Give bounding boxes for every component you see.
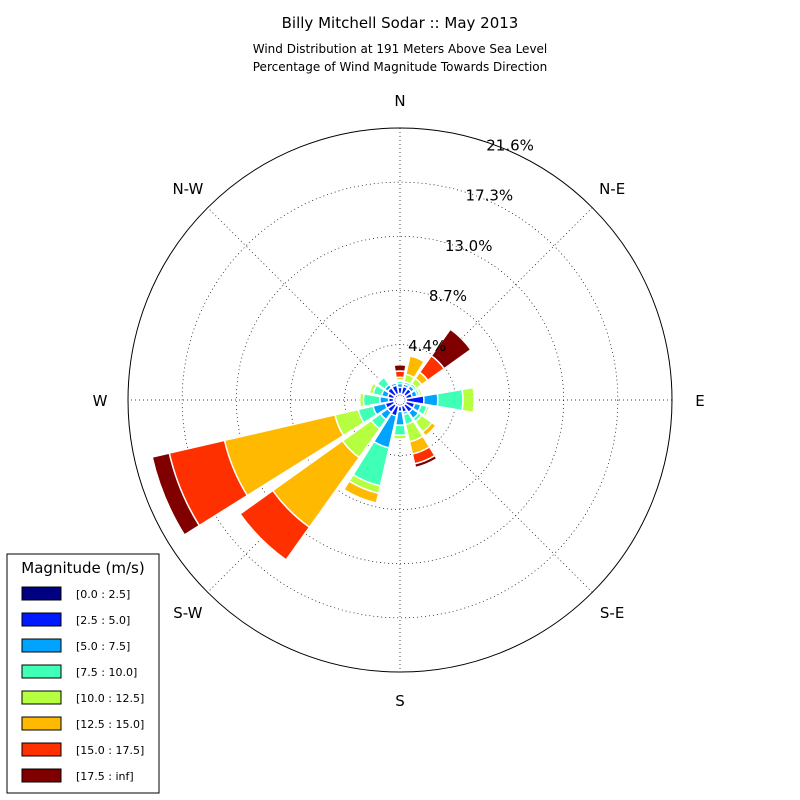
legend-swatch-2 bbox=[21, 638, 62, 653]
legend-label-2: [5.0 : 7.5] bbox=[76, 640, 130, 653]
wind-bar-dir-12-bin-3 bbox=[363, 393, 381, 407]
chart-subtitle-line-1: Wind Distribution at 191 Meters Above Se… bbox=[253, 42, 548, 56]
wind-bar-dir-0-bin-6 bbox=[394, 370, 406, 379]
legend-label-6: [15.0 : 17.5] bbox=[76, 744, 144, 757]
legend: Magnitude (m/s) [0.0 : 2.5] [2.5 : 5.0] [5… bbox=[6, 553, 160, 794]
wind-bar-dir-4-bin-4 bbox=[461, 387, 475, 413]
wind-bars bbox=[151, 328, 476, 561]
wind-bar-dir-10-bin-6 bbox=[239, 489, 311, 561]
direction-label-n-w: N-W bbox=[172, 180, 203, 198]
wind-bar-dir-0-bin-2 bbox=[396, 383, 404, 389]
wind-bar-dir-8-bin-3 bbox=[393, 424, 407, 436]
wind-bar-dir-4-bin-3 bbox=[436, 388, 464, 412]
legend-label-7: [17.5 : inf] bbox=[76, 770, 134, 783]
wind-bar-dir-4-bin-5 bbox=[472, 386, 476, 414]
direction-label-s-e: S-E bbox=[600, 604, 624, 622]
legend-items: [0.0 : 2.5] [2.5 : 5.0] [5.0 : 7.5] [7.5 : … bbox=[21, 586, 144, 783]
direction-label-s: S bbox=[395, 692, 405, 710]
direction-label-w: W bbox=[93, 392, 108, 410]
radial-tick-label-2: 8.7% bbox=[429, 287, 467, 305]
wind-bar-dir-0-bin-7 bbox=[393, 364, 407, 372]
legend-label-3: [7.5 : 10.0] bbox=[76, 666, 137, 679]
wind-bar-dir-5-bin-4 bbox=[422, 405, 430, 417]
legend-title: Magnitude (m/s) bbox=[21, 559, 144, 577]
wind-bar-dir-4-bin-2 bbox=[423, 393, 439, 407]
wind-bar-dir-3-bin-5 bbox=[418, 386, 424, 396]
wind-bar-dir-11-bin-7 bbox=[151, 452, 200, 536]
wind-bar-dir-12-bin-4 bbox=[359, 392, 365, 408]
radial-tick-label-3: 13.0% bbox=[445, 237, 493, 255]
wind-bar-dir-15-bin-2 bbox=[389, 382, 398, 388]
radial-tick-label-5: 21.6% bbox=[486, 137, 534, 155]
wind-bar-dir-14-bin-4 bbox=[375, 375, 385, 385]
legend-swatch-6 bbox=[21, 742, 62, 757]
legend-label-1: [2.5 : 5.0] bbox=[76, 614, 130, 627]
legend-swatch-0 bbox=[21, 586, 62, 601]
legend-swatch-1 bbox=[21, 612, 62, 627]
direction-label-e: E bbox=[695, 392, 704, 410]
chart-subtitle-line-2: Percentage of Wind Magnitude Towards Dir… bbox=[253, 60, 547, 74]
radial-tick-label-1: 4.4% bbox=[408, 337, 446, 355]
direction-label-s-w: S-W bbox=[173, 604, 202, 622]
legend-swatch-7 bbox=[21, 768, 62, 783]
chart-title: Billy Mitchell Sodar :: May 2013 bbox=[282, 14, 519, 32]
wind-bar-dir-13-bin-5 bbox=[367, 381, 374, 394]
legend-label-0: [0.0 : 2.5] bbox=[76, 588, 130, 601]
wind-bar-dir-7-bin-7 bbox=[414, 454, 438, 469]
legend-swatch-4 bbox=[21, 690, 62, 705]
outer-frame-circle bbox=[127, 127, 673, 673]
direction-label-n: N bbox=[394, 92, 405, 110]
wind-bar-dir-9-bin-5 bbox=[343, 480, 380, 504]
legend-swatch-5 bbox=[21, 716, 62, 731]
direction-labels: N N-E E S-E S S-W W N-W bbox=[93, 92, 705, 710]
legend-label-4: [10.0 : 12.5] bbox=[76, 692, 144, 705]
grid-ring-4 bbox=[181, 181, 619, 619]
legend-label-5: [12.5 : 15.0] bbox=[76, 718, 144, 731]
wind-bar-dir-6-bin-5 bbox=[421, 421, 437, 437]
radial-tick-labels: 4.4% 8.7% 13.0% 17.3% 21.6% bbox=[408, 137, 534, 355]
radial-tick-label-4: 17.3% bbox=[466, 187, 514, 205]
wind-bar-dir-2-bin-7 bbox=[430, 328, 472, 370]
legend-swatch-3 bbox=[21, 664, 62, 679]
direction-label-n-e: N-E bbox=[599, 180, 625, 198]
wind-bar-dir-8-bin-4 bbox=[392, 434, 408, 440]
wind-bar-dir-1-bin-5 bbox=[405, 355, 425, 379]
